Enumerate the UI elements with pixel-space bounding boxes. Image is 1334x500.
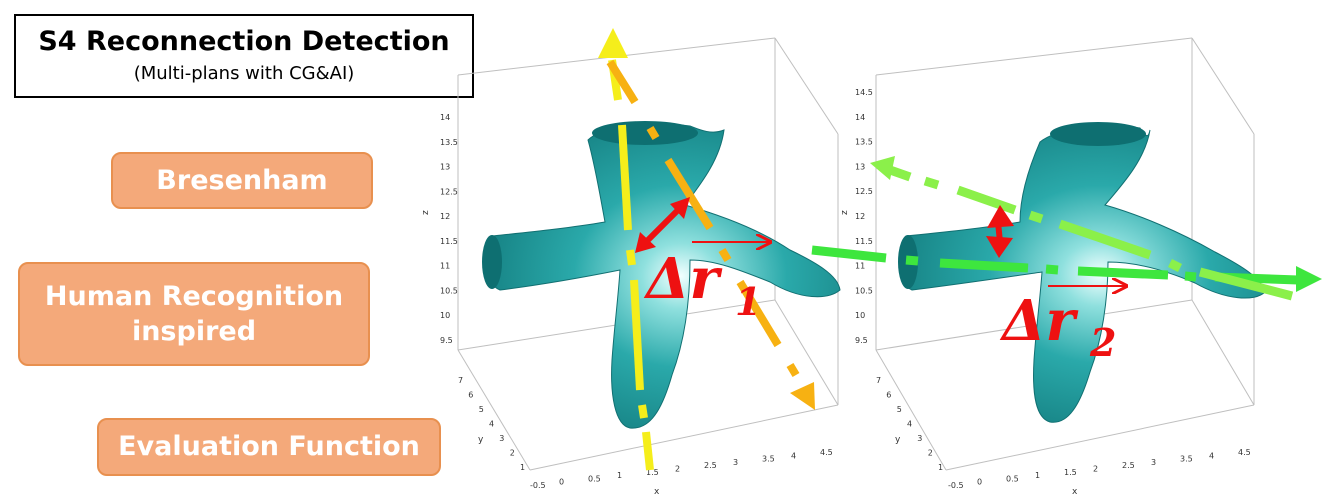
right-lightgreen-dashed-line <box>888 165 1294 301</box>
left-x-tick: 3 <box>733 458 738 467</box>
left-z-tick: 13.5 <box>440 138 458 147</box>
method-bresenham-label: Bresenham <box>156 164 328 196</box>
left-delta-r-label: Δr 1 <box>643 242 770 324</box>
right-x-axis-ticks: -0.5 0 0.5 1 1.5 2 2.5 3 3.5 4 4.5 <box>948 448 1251 490</box>
left-x-tick: 4 <box>791 451 796 460</box>
right-delta-r-text: Δr <box>999 288 1078 354</box>
right-x-tick: 0.5 <box>1006 474 1019 483</box>
method-human-label-line2: inspired <box>131 316 257 347</box>
right-z-tick: 9.5 <box>855 336 868 345</box>
method-human-label-line1: Human Recognition <box>44 280 344 312</box>
right-z-tick: 13 <box>855 162 865 171</box>
right-z-axis-ticks: 14.5 14 13.5 13 12.5 12 11.5 11 10.5 10 9.5 <box>855 88 873 345</box>
right-x-tick: 3.5 <box>1180 455 1193 464</box>
right-x-tick: 4 <box>1209 451 1214 460</box>
left-y-tick: 3 <box>499 434 504 443</box>
left-x-tick: 4.5 <box>820 448 833 457</box>
method-bresenham: Bresenham <box>111 152 373 209</box>
right-x-tick: -0.5 <box>948 481 964 490</box>
right-y-tick: 7 <box>876 376 881 385</box>
left-z-tick: 10.5 <box>440 286 458 295</box>
left-z-axis-ticks: 14 13.5 13 12.5 12 11.5 11 10.5 10 9.5 <box>440 113 458 345</box>
left-z-tick: 12 <box>440 212 450 221</box>
left-delta-r-subscript: 1 <box>735 279 761 324</box>
left-x-tick: 3.5 <box>762 455 775 464</box>
right-plot-box <box>875 37 1255 471</box>
left-yellow-dashed-line <box>608 59 654 471</box>
right-red-double-arrow <box>986 205 1014 258</box>
left-z-tick: 11.5 <box>440 237 458 246</box>
right-z-tick: 10 <box>855 311 865 320</box>
method-evaluation-label: Evaluation Function <box>118 431 420 463</box>
right-z-tick: 14.5 <box>855 88 873 97</box>
right-z-tick: 12 <box>855 212 865 221</box>
right-y-tick: 6 <box>886 391 891 400</box>
left-x-tick: 0 <box>559 478 564 487</box>
right-y-tick: 1 <box>938 463 943 472</box>
left-x-tick: 0.5 <box>588 474 601 483</box>
right-z-axis-label: z <box>840 210 850 215</box>
right-green-arrowhead <box>1296 266 1322 292</box>
right-y-tick: 4 <box>907 420 912 429</box>
right-x-tick: 1 <box>1035 471 1040 480</box>
left-z-tick: 12.5 <box>440 187 458 196</box>
right-delta-r-label: Δr 2 <box>999 286 1126 365</box>
left-y-tick: 7 <box>458 376 463 385</box>
right-z-tick: 11.5 <box>855 237 873 246</box>
left-red-double-arrow <box>635 197 690 253</box>
right-z-tick: 10.5 <box>855 286 873 295</box>
left-z-tick: 9.5 <box>440 336 453 345</box>
title-box: S4 Reconnection Detection (Multi-plans w… <box>14 14 474 98</box>
left-z-tick: 13 <box>440 163 450 172</box>
page-subtitle: (Multi-plans with CG&AI) <box>133 63 355 84</box>
left-y-axis-label: y <box>478 435 484 445</box>
right-z-tick: 13.5 <box>855 138 873 147</box>
left-delta-r-text: Δr <box>643 246 722 312</box>
left-z-tick: 11 <box>440 262 450 271</box>
right-delta-r-subscript: 2 <box>1089 320 1116 365</box>
method-evaluation-function: Evaluation Function <box>97 418 441 476</box>
left-z-tick: 10 <box>440 311 450 320</box>
left-x-axis-label: x <box>654 487 660 497</box>
left-y-tick: 4 <box>489 420 494 429</box>
right-z-tick: 11 <box>855 262 865 271</box>
right-x-tick: 4.5 <box>1238 448 1251 457</box>
left-x-axis-ticks: -0.5 0 0.5 1 1.5 2 2.5 3 3.5 4 4.5 <box>530 448 833 490</box>
left-z-tick: 14 <box>440 113 450 122</box>
left-y-tick: 6 <box>468 391 473 400</box>
left-x-tick: 2.5 <box>704 461 717 470</box>
left-x-tick: 1 <box>617 471 622 480</box>
right-z-tick: 14 <box>855 113 865 122</box>
left-x-tick: -0.5 <box>530 481 546 490</box>
right-z-tick: 12.5 <box>855 187 873 196</box>
right-y-axis-label: y <box>895 435 901 445</box>
right-y-tick: 3 <box>917 434 922 443</box>
right-x-tick: 3 <box>1151 458 1156 467</box>
left-y-tick: 5 <box>479 405 484 414</box>
left-yellow-arrowhead <box>598 28 628 58</box>
page-title: S4 Reconnection Detection <box>38 26 450 57</box>
right-y-tick: 5 <box>897 405 902 414</box>
right-lightgreen-arrowhead <box>870 156 895 180</box>
left-z-axis-label: z <box>421 210 431 215</box>
left-y-tick: 1 <box>520 463 525 472</box>
left-x-tick: 2 <box>675 465 680 474</box>
right-y-tick: 2 <box>928 449 933 458</box>
left-orange-arrowhead <box>790 382 815 410</box>
left-orange-dashed-line <box>606 59 800 378</box>
right-x-tick: 2.5 <box>1122 461 1135 470</box>
left-x-tick: 1.5 <box>646 468 659 477</box>
right-x-axis-label: x <box>1072 487 1078 497</box>
method-human-recognition: Human Recognition inspired <box>18 262 370 366</box>
right-x-tick: 2 <box>1093 465 1098 474</box>
right-x-tick: 1.5 <box>1064 468 1077 477</box>
right-x-tick: 0 <box>977 478 982 487</box>
left-y-tick: 2 <box>510 449 515 458</box>
